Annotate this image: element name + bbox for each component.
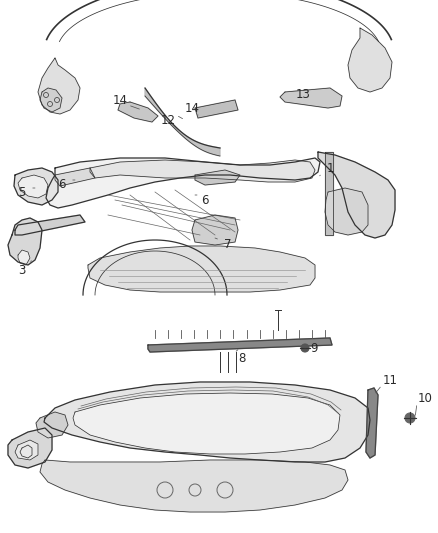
Text: 12: 12 [160, 114, 176, 126]
Polygon shape [55, 168, 95, 186]
Polygon shape [36, 412, 68, 438]
Text: 6: 6 [58, 179, 66, 191]
Polygon shape [40, 460, 348, 512]
Polygon shape [46, 158, 320, 208]
Polygon shape [192, 215, 238, 245]
Polygon shape [73, 393, 340, 454]
Text: 7: 7 [224, 238, 232, 252]
Text: 14: 14 [184, 101, 199, 115]
Text: 13: 13 [296, 88, 311, 101]
Polygon shape [8, 428, 52, 468]
Polygon shape [118, 102, 158, 122]
Text: 11: 11 [382, 374, 398, 386]
Circle shape [301, 344, 309, 352]
Polygon shape [280, 88, 342, 108]
Text: 10: 10 [417, 392, 432, 405]
Polygon shape [325, 152, 333, 235]
Polygon shape [15, 215, 85, 235]
Polygon shape [348, 28, 392, 92]
Polygon shape [18, 250, 30, 265]
Text: 5: 5 [18, 187, 26, 199]
Text: 14: 14 [113, 93, 127, 107]
Text: 3: 3 [18, 263, 26, 277]
Polygon shape [195, 100, 238, 118]
Polygon shape [40, 88, 62, 112]
Polygon shape [318, 152, 395, 238]
Polygon shape [90, 160, 315, 182]
Polygon shape [14, 168, 58, 205]
Polygon shape [366, 388, 378, 458]
Polygon shape [18, 175, 48, 198]
Polygon shape [145, 88, 220, 156]
Text: 8: 8 [238, 351, 246, 365]
Polygon shape [195, 170, 240, 185]
Polygon shape [148, 338, 332, 352]
Polygon shape [8, 218, 42, 265]
Polygon shape [88, 246, 315, 292]
Polygon shape [38, 58, 80, 114]
Text: 9: 9 [310, 342, 318, 354]
Polygon shape [20, 445, 32, 458]
Polygon shape [325, 188, 368, 235]
Text: 1: 1 [326, 161, 334, 174]
Text: 6: 6 [201, 193, 209, 206]
Circle shape [405, 413, 415, 423]
Polygon shape [44, 382, 370, 462]
Polygon shape [15, 440, 38, 460]
